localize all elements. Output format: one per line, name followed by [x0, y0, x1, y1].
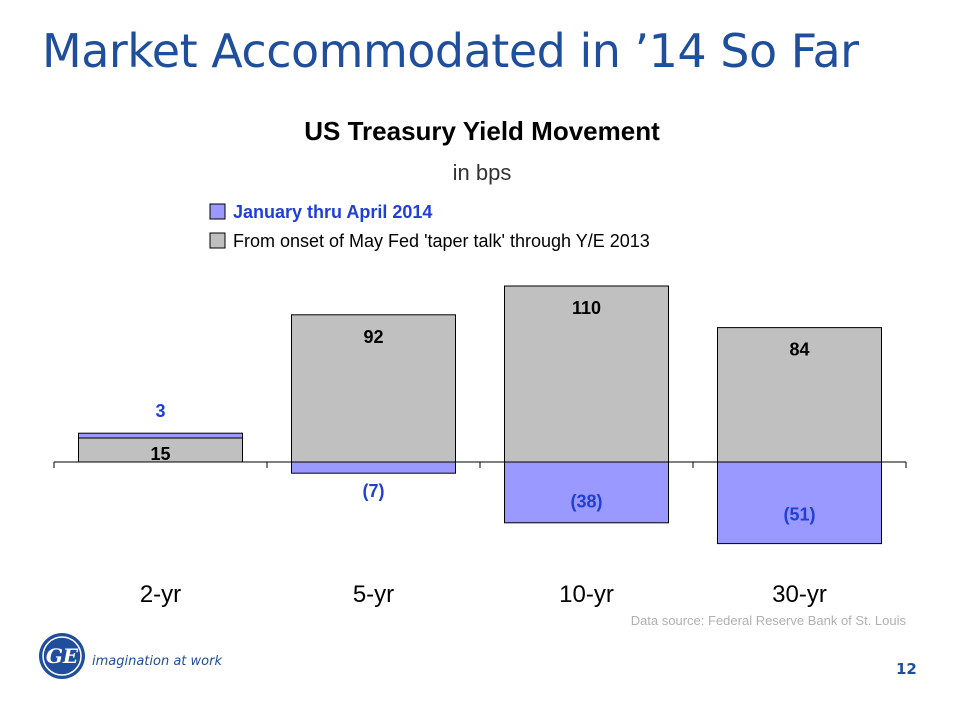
- value-label-2013-5-yr: 92: [363, 327, 383, 347]
- category-label-5-yr: 5-yr: [353, 581, 394, 608]
- bar-2013-2-yr: [78, 437, 243, 463]
- value-label-2014-10-yr: (38): [570, 492, 602, 512]
- legend-swatch-2013: [209, 232, 226, 249]
- page-number: 12: [896, 660, 917, 678]
- value-label-2013-2-yr: 15: [150, 444, 170, 464]
- bar-2014-30-yr: [717, 461, 882, 545]
- legend-label-2013: From onset of May Fed 'taper talk' throu…: [233, 231, 650, 251]
- category-label-10-yr: 10-yr: [559, 581, 614, 608]
- bar-2014-5-yr: [291, 461, 456, 474]
- legend-label-2014: January thru April 2014: [233, 202, 432, 222]
- labels-group: 15 3 2-yr 92 (7) 5-yr 110 (38) 10-yr 84 (51) 30-yr: [140, 298, 827, 608]
- legend-swatch-2014: [209, 203, 226, 220]
- x-axis: [53, 461, 907, 468]
- bar-2014-10-yr: [504, 461, 669, 524]
- tagline: imagination at work: [92, 654, 222, 669]
- value-label-2013-30-yr: 84: [789, 340, 809, 360]
- value-label-2014-2-yr: 3: [155, 401, 165, 421]
- bars-group: [78, 285, 882, 545]
- value-label-2014-30-yr: (51): [783, 505, 815, 525]
- category-label-2-yr: 2-yr: [140, 581, 181, 608]
- bar-2014-2-yr: [78, 432, 243, 439]
- bar-2013-10-yr: [504, 285, 669, 463]
- ge-logo: GE: [39, 633, 85, 679]
- yield-chart: US Treasury Yield Movement in bps Januar…: [53, 116, 907, 628]
- bar-2013-5-yr: [291, 314, 456, 463]
- chart-title: US Treasury Yield Movement: [304, 116, 660, 146]
- legend: January thru April 2014 From onset of Ma…: [209, 202, 650, 251]
- svg-text:GE: GE: [46, 644, 79, 668]
- value-label-2014-5-yr: (7): [363, 481, 385, 501]
- category-label-30-yr: 30-yr: [772, 581, 827, 608]
- source-note: Data source: Federal Reserve Bank of St.…: [631, 613, 907, 628]
- slide-title: Market Accommodated in ’14 So Far: [42, 24, 859, 78]
- chart-subtitle: in bps: [453, 160, 512, 185]
- value-label-2013-10-yr: 110: [572, 298, 601, 318]
